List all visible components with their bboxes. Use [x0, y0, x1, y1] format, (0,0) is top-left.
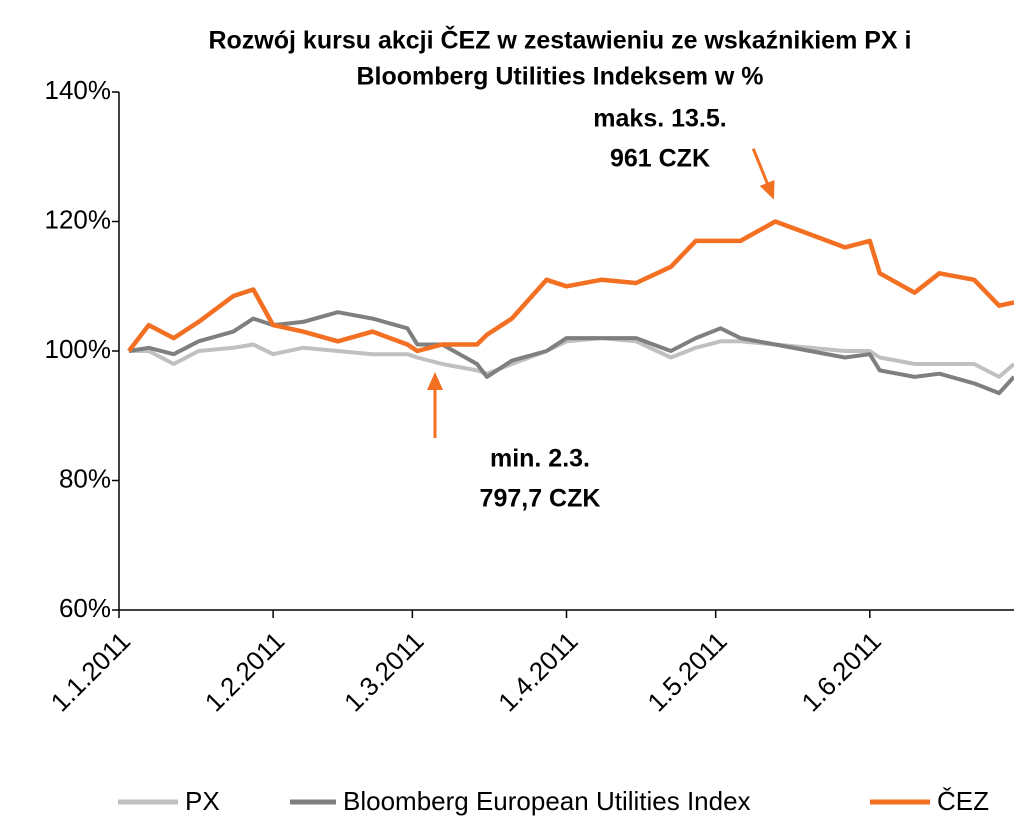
x-tick-label: 1.1.2011: [45, 626, 136, 717]
x-tick-label: 1.4.2011: [492, 626, 583, 717]
annotation: 797,7 CZK: [480, 485, 601, 513]
series-line: [127, 219, 1014, 354]
y-tick-label: 120%: [45, 204, 112, 234]
x-tick-label: 1.6.2011: [795, 626, 886, 717]
legend-label: ČEZ: [937, 786, 989, 816]
annotation: maks. 13.5.: [593, 105, 726, 133]
x-tick-label: 1.3.2011: [338, 626, 429, 717]
chart-title: Rozwój kursu akcji ČEZ w zestawieniu ze …: [208, 25, 911, 55]
x-tick-label: 1.5.2011: [641, 626, 732, 717]
y-tick-label: 100%: [45, 334, 112, 364]
annotation: min. 2.3.: [490, 445, 590, 473]
y-tick-label: 60%: [59, 593, 111, 623]
x-tick-label: 1.2.2011: [199, 626, 290, 717]
legend-label: Bloomberg European Utilities Index: [343, 786, 751, 816]
annotation-arrowhead: [427, 372, 443, 390]
y-tick-label: 80%: [59, 463, 111, 493]
chart-title: Bloomberg Utilities Indeksem w %: [356, 63, 763, 91]
y-tick-label: 140%: [45, 75, 112, 105]
series-line: [128, 310, 1014, 396]
legend-label: PX: [185, 786, 220, 816]
annotation: 961 CZK: [610, 145, 710, 173]
annotation-arrowhead: [759, 179, 775, 200]
